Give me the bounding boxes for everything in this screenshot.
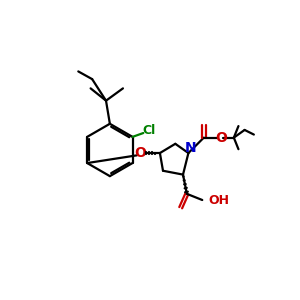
Text: O: O xyxy=(135,146,147,160)
Text: O: O xyxy=(215,130,227,145)
Text: N: N xyxy=(185,141,197,155)
Text: Cl: Cl xyxy=(143,124,156,137)
Text: OH: OH xyxy=(208,194,230,206)
